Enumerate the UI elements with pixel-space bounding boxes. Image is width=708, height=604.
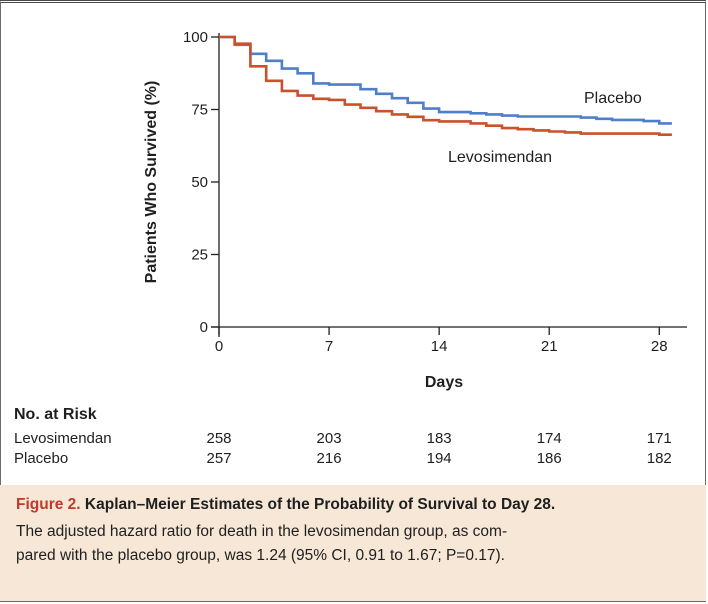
y-tick-label-75: 75 [191, 102, 208, 119]
risk-row-placebo: Placebo 257 216 194 186 182 [0, 450, 708, 470]
y-tick-label-50: 50 [191, 174, 208, 191]
x-axis-title: Days [425, 374, 463, 391]
risk-cell-day-21: 174 [536, 430, 562, 447]
risk-cell-day-7: 216 [316, 450, 342, 467]
risk-row-levosimendan: Levosimendan 258 203 183 174 171 [0, 430, 708, 450]
x-tick-label-21: 21 [541, 338, 558, 355]
chart-axes: 0 25 50 75 100 0 7 14 21 28 [183, 29, 687, 355]
caption-title-text: Kaplan–Meier Estimates of the Probabilit… [84, 496, 556, 513]
figure-caption: Figure 2. Kaplan–Meier Estimates of the … [0, 485, 706, 601]
survival-chart: 0 25 50 75 100 0 7 14 21 28 Patients Who Survived… [143, 29, 687, 391]
caption-body-line-1: The adjusted hazard ratio for death in t… [16, 523, 508, 540]
risk-cell-day-28: 182 [646, 450, 672, 467]
x-tick-label-28: 28 [651, 338, 668, 355]
chart-lines [219, 35, 672, 136]
km-line-placebo [219, 35, 672, 125]
risk-cell-day-21: 186 [536, 450, 562, 467]
risk-table-title: No. at Risk [14, 406, 97, 423]
risk-cell-day-0: 258 [206, 430, 232, 447]
risk-cell-day-14: 194 [426, 450, 452, 467]
risk-cell-day-14: 183 [426, 430, 452, 447]
caption-title: Figure 2. Kaplan–Meier Estimates of the … [16, 495, 692, 515]
risk-row-label: Levosimendan [14, 430, 112, 447]
figure-number: Figure 2. [16, 496, 81, 513]
caption-body-line-2: pared with the placebo group, was 1.24 (… [16, 547, 505, 564]
x-tick-label-0: 0 [215, 338, 223, 355]
x-tick-label-7: 7 [325, 338, 333, 355]
km-line-levosimendan [219, 35, 672, 136]
y-axis-title: Patients Who Survived (%) [143, 81, 160, 284]
x-tick-label-14: 14 [431, 338, 448, 355]
caption-body: The adjusted hazard ratio for death in t… [16, 520, 692, 568]
risk-cell-day-0: 257 [206, 450, 232, 467]
y-tick-label-100: 100 [183, 29, 208, 46]
risk-cell-day-7: 203 [316, 430, 342, 447]
y-tick-label-25: 25 [191, 247, 208, 264]
risk-row-label: Placebo [14, 450, 69, 467]
risk-cell-day-28: 171 [646, 430, 672, 447]
series-label-placebo: Placebo [584, 90, 642, 107]
series-label-levosimendan: Levosimendan [448, 149, 552, 166]
y-tick-label-0: 0 [200, 319, 208, 336]
